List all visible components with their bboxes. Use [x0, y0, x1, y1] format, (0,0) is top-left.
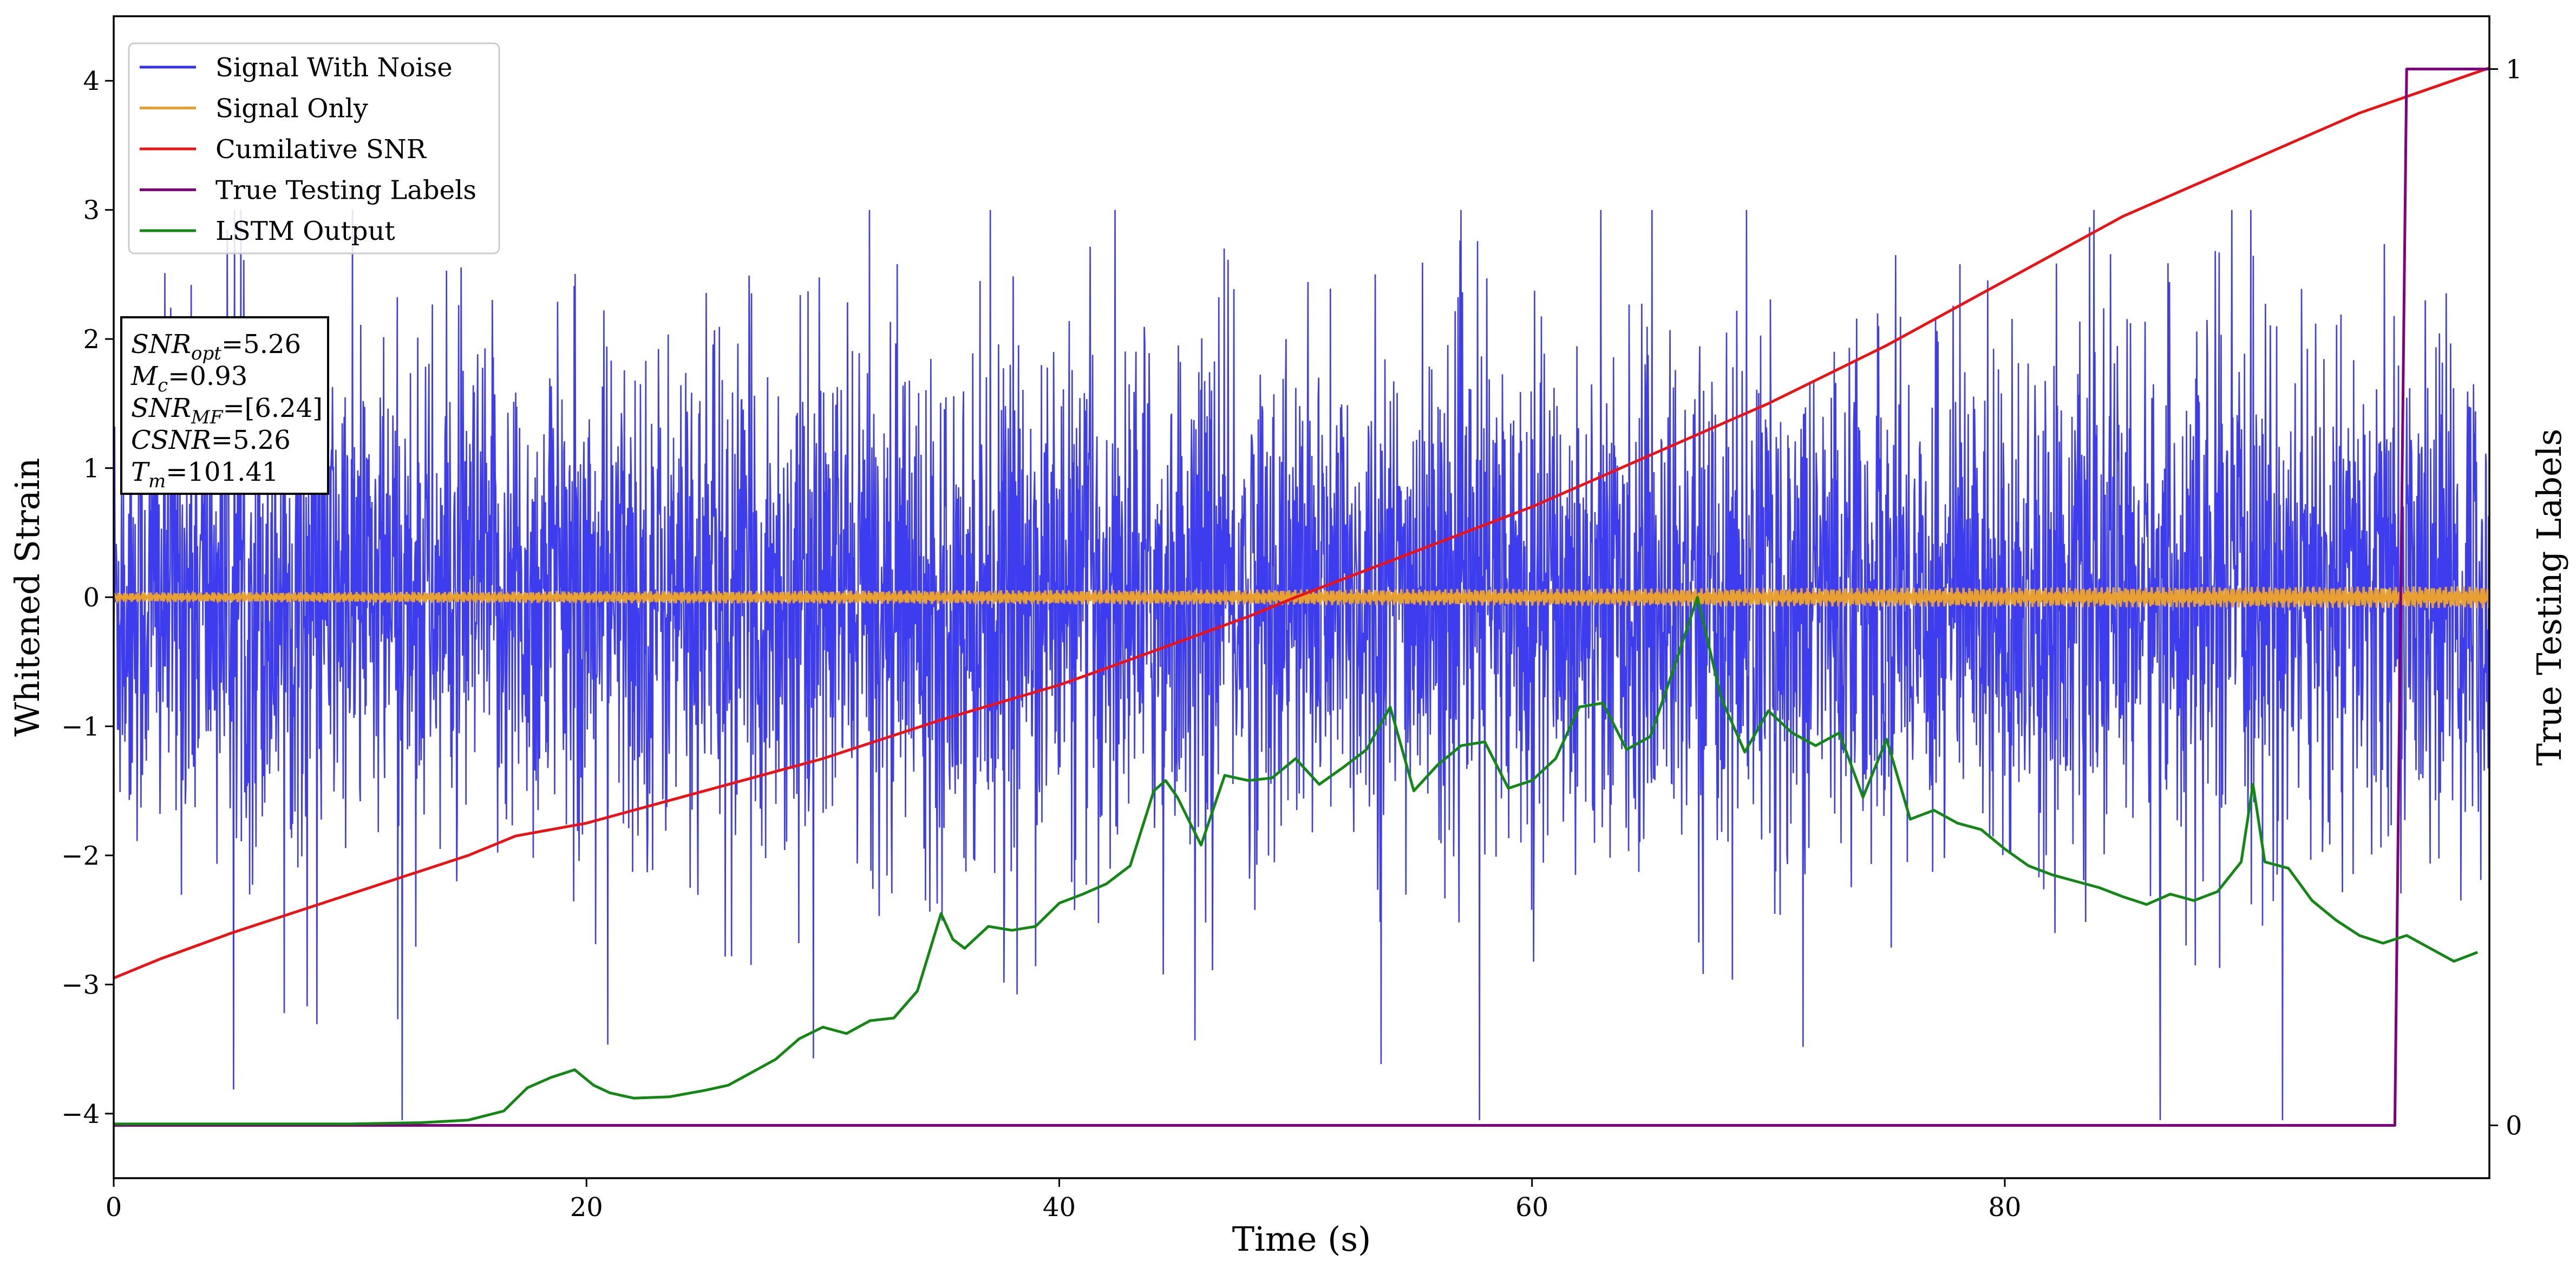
y-tick-label: −1 — [61, 711, 100, 742]
annotation-frame — [120, 316, 329, 495]
lstm-series-line — [114, 596, 2479, 1126]
y-axis-label: Whitened Strain — [8, 458, 47, 737]
annotation-var: M — [130, 361, 159, 391]
legend-label-signal: Signal Only — [215, 94, 368, 124]
y-tick-label: 1 — [83, 454, 100, 484]
annotation-var: SNR — [131, 329, 191, 360]
y-tick-label: 0 — [83, 583, 100, 613]
x-axis-label: Time (s) — [1232, 1219, 1371, 1259]
annotation-text: SNRopt=5.26 Mc=0.93 SNRMF=[6.24] CSNR=5.26 T… — [130, 329, 323, 492]
y-tick-label: −4 — [61, 1099, 100, 1129]
y-tick-label: −2 — [61, 841, 100, 871]
legend-label-snr: Cumilative SNR — [215, 134, 427, 165]
annotation-sub: c — [158, 375, 168, 396]
y2-tick-label: 1 — [2506, 55, 2522, 85]
annotation-value: =101.41 — [166, 457, 278, 487]
y2-axis-label: True Testing Labels — [2529, 429, 2569, 766]
annotation-value: =5.26 — [211, 425, 291, 455]
annotation-var: CSNR — [131, 425, 211, 455]
y-tick-label: 4 — [83, 66, 100, 96]
annotation-value: =[6.24] — [223, 393, 323, 423]
x-tick-label: 80 — [1988, 1192, 2021, 1223]
annotation-box: SNRopt=5.26 Mc=0.93 SNRMF=[6.24] CSNR=5.26 T… — [120, 316, 329, 495]
legend-label-lstm: LSTM Output — [215, 216, 395, 246]
annotation-value: =0.93 — [168, 361, 247, 391]
labels-series-line — [114, 68, 2489, 1127]
legend-items: Signal With Noise Signal Only Cumilative S… — [140, 53, 476, 246]
y-tick-label: 2 — [83, 324, 100, 355]
snr-series-line — [114, 67, 2489, 979]
annotation-var: T — [131, 457, 150, 487]
y-tick-label: 3 — [83, 195, 100, 226]
y2-tick-label: 0 — [2506, 1110, 2522, 1141]
annotation-var: SNR — [131, 393, 191, 423]
annotation-sub: MF — [191, 407, 224, 428]
x-tick-label: 20 — [570, 1192, 603, 1223]
plot-series — [114, 67, 2489, 1127]
x-tick-label: 40 — [1043, 1192, 1076, 1223]
legend-label-labels: True Testing Labels — [215, 175, 476, 206]
x-tick-label: 0 — [106, 1192, 122, 1223]
annotation-value: =5.26 — [221, 329, 301, 360]
y-tick-label: −3 — [61, 970, 100, 1000]
signal-only-line — [114, 586, 2489, 609]
annotation-sub: m — [148, 471, 166, 492]
signal-with-noise-line — [114, 210, 2489, 1120]
legend-label-noise: Signal With Noise — [215, 53, 453, 83]
annotation-sub: opt — [191, 343, 221, 364]
legend-frame — [128, 42, 500, 254]
x-tick-label: 60 — [1515, 1192, 1548, 1223]
legend: Signal With Noise Signal Only Cumilative S… — [128, 42, 500, 254]
